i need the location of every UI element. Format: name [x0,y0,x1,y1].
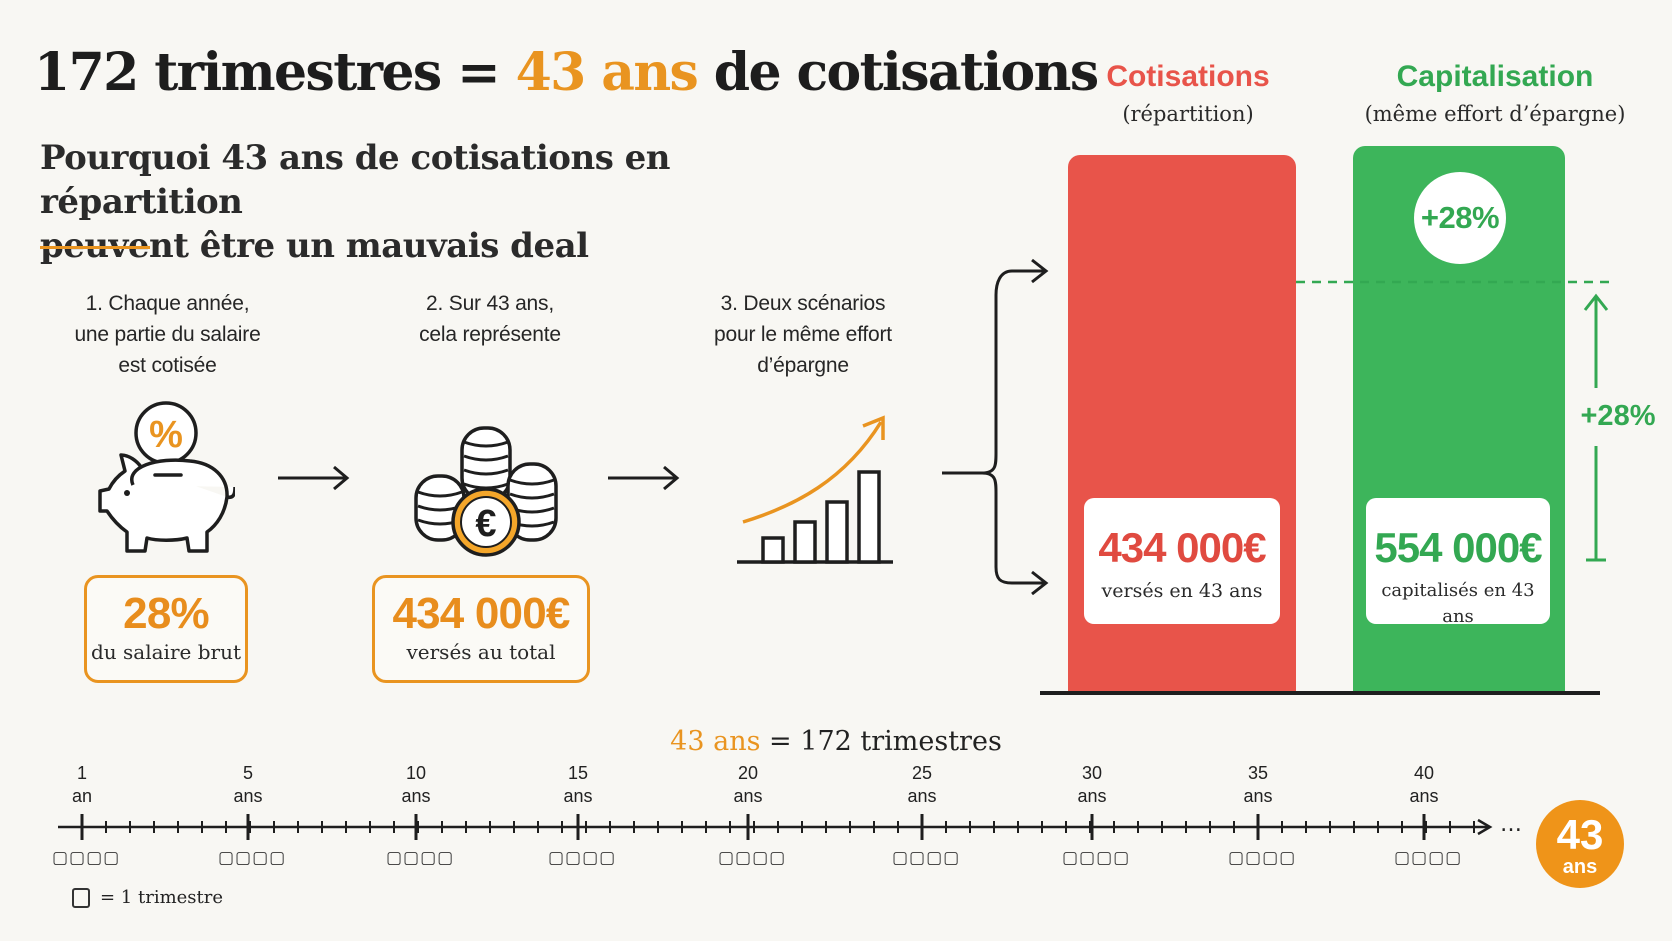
tick-unit: an [71,786,93,806]
capitalisation-heading: Capitalisation [1396,60,1594,93]
step-1-value: 28% [123,589,209,638]
tick-number: 15 [567,763,589,783]
tick-number: 10 [405,763,427,783]
repartition-heading: Cotisations [1106,60,1270,93]
timeline-tick-label: 40 ans [1384,762,1464,808]
timeline-caption-accent: 43 ans [670,726,761,757]
timeline-ellipsis: … [1500,812,1522,837]
tick-number: 25 [911,763,933,783]
tick-unit: ans [907,786,937,806]
gain-badge: +28% [1414,172,1506,264]
tick-unit: ans [401,786,431,806]
tick-unit: ans [563,786,593,806]
step-1-value-caption: du salaire brut [91,640,241,664]
subtitle-line-1: Pourquoi 43 ans de cotisations en répart… [40,138,671,222]
step-3-label-line: 3. Deux scénarios [720,292,886,315]
quarter-boxes: ▢▢▢▢ [548,848,617,868]
timeline-tick-label: 10 ans [376,762,456,808]
repartition-card: 434 000€ versés en 43 ans [1084,498,1280,624]
capitalisation-caption: capitalisés en 43 ans [1381,580,1535,627]
split-brace-icon [942,258,1049,595]
tick-unit: ans [733,786,763,806]
title-underline [40,246,150,249]
quarter-boxes: ▢▢▢▢ [386,848,455,868]
subtitle-line-2: peuvent être un mauvais deal [40,226,589,266]
step-1-label-line: une partie du salaire [74,323,261,346]
repartition-caption: versés en 43 ans [1101,580,1263,602]
timeline-caption-rest: 172 trimestres [800,726,1002,757]
timeline-tick-label: 15 ans [538,762,618,808]
step-1-label-line: est cotisée [118,354,217,377]
end-badge-number: 43 [1556,811,1604,858]
quarter-boxes: ▢▢▢▢ [1394,848,1463,868]
step-2-label-line: cela représente [419,323,561,346]
growth-chart-icon [737,415,893,564]
timeline-caption-equals: = [769,726,792,757]
title-accent: 43 ans [515,42,699,103]
timeline-tick-label: 20 ans [708,762,788,808]
tick-number: 5 [242,763,253,783]
piggy-bank-percent-icon: % [98,401,235,553]
tick-number: 1 [76,763,87,783]
tick-unit: ans [1077,786,1107,806]
step-2-value-box: 434 000€ versés au total [372,575,590,683]
step-2-value: 434 000€ [392,589,570,638]
tick-number: 40 [1413,763,1435,783]
tick-unit: ans [1243,786,1273,806]
quarter-boxes: ▢▢▢▢ [718,848,787,868]
step-3-label-line: pour le même effort [714,323,892,346]
tick-number: 20 [737,763,759,783]
quarter-boxes: ▢▢▢▢ [1062,848,1131,868]
tick-number: 35 [1247,763,1269,783]
step-1-value-box: 28% du salaire brut [84,575,248,683]
timeline-axis [58,814,1493,840]
timeline-tick-label: 1 an [42,762,122,808]
capitalisation-card: 554 000€ capitalisés en 43 ans [1366,498,1550,627]
timeline-tick-label: 30 ans [1052,762,1132,808]
timeline-tick-label: 25 ans [882,762,962,808]
timeline-tick-label: 5 ans [208,762,288,808]
tick-unit: ans [1409,786,1439,806]
capitalisation-subheading: (même effort d’épargne) [1364,102,1626,126]
gain-badge-text: +28% [1420,200,1500,235]
euro-glyph: € [475,503,496,545]
end-badge: 43 ans [1536,800,1624,888]
quarter-boxes: ▢▢▢▢ [1228,848,1297,868]
arrow-right-icon [608,465,680,491]
arrow-right-icon [278,465,350,491]
step-3-label: 3. Deux scénarios pour le même effort d’… [683,288,923,381]
gain-indicator [1296,280,1616,562]
percent-glyph: % [149,414,183,456]
quarter-legend-text: = 1 trimestre [100,887,224,908]
coins-euro-icon: € [414,426,558,557]
tick-number: 30 [1081,763,1103,783]
page-subtitle: Pourquoi 43 ans de cotisations en répart… [40,136,800,268]
step-2-label: 2. Sur 43 ans, cela représente [370,288,610,350]
step-2-value-caption: versés au total [406,640,556,664]
repartition-subheading: (répartition) [1122,102,1254,126]
step-2-label-line: 2. Sur 43 ans, [426,292,554,315]
timeline-caption: 43 ans = 172 trimestres [0,726,1672,757]
step-1-label: 1. Chaque année, une partie du salaire e… [50,288,285,381]
quarter-boxes: ▢▢▢▢ [52,848,121,868]
quarter-boxes: ▢▢▢▢ [892,848,961,868]
title-part-1: 172 trimestres = [34,42,516,103]
quarter-legend-box [72,888,90,908]
quarter-boxes: ▢▢▢▢ [218,848,287,868]
title-part-2: de cotisations [697,42,1099,103]
bars-baseline [1040,691,1600,695]
step-1-label-line: 1. Chaque année, [85,292,250,315]
step-3-label-line: d’épargne [757,354,849,377]
end-badge-unit: ans [1562,856,1598,878]
repartition-amount: 434 000€ [1098,524,1266,571]
tick-unit: ans [233,786,263,806]
timeline-tick-label: 35 ans [1218,762,1298,808]
gain-label: +28% [1580,400,1656,432]
capitalisation-amount: 554 000€ [1374,524,1542,571]
page-title: 172 trimestres = 43 ans de cotisations [34,42,1099,103]
